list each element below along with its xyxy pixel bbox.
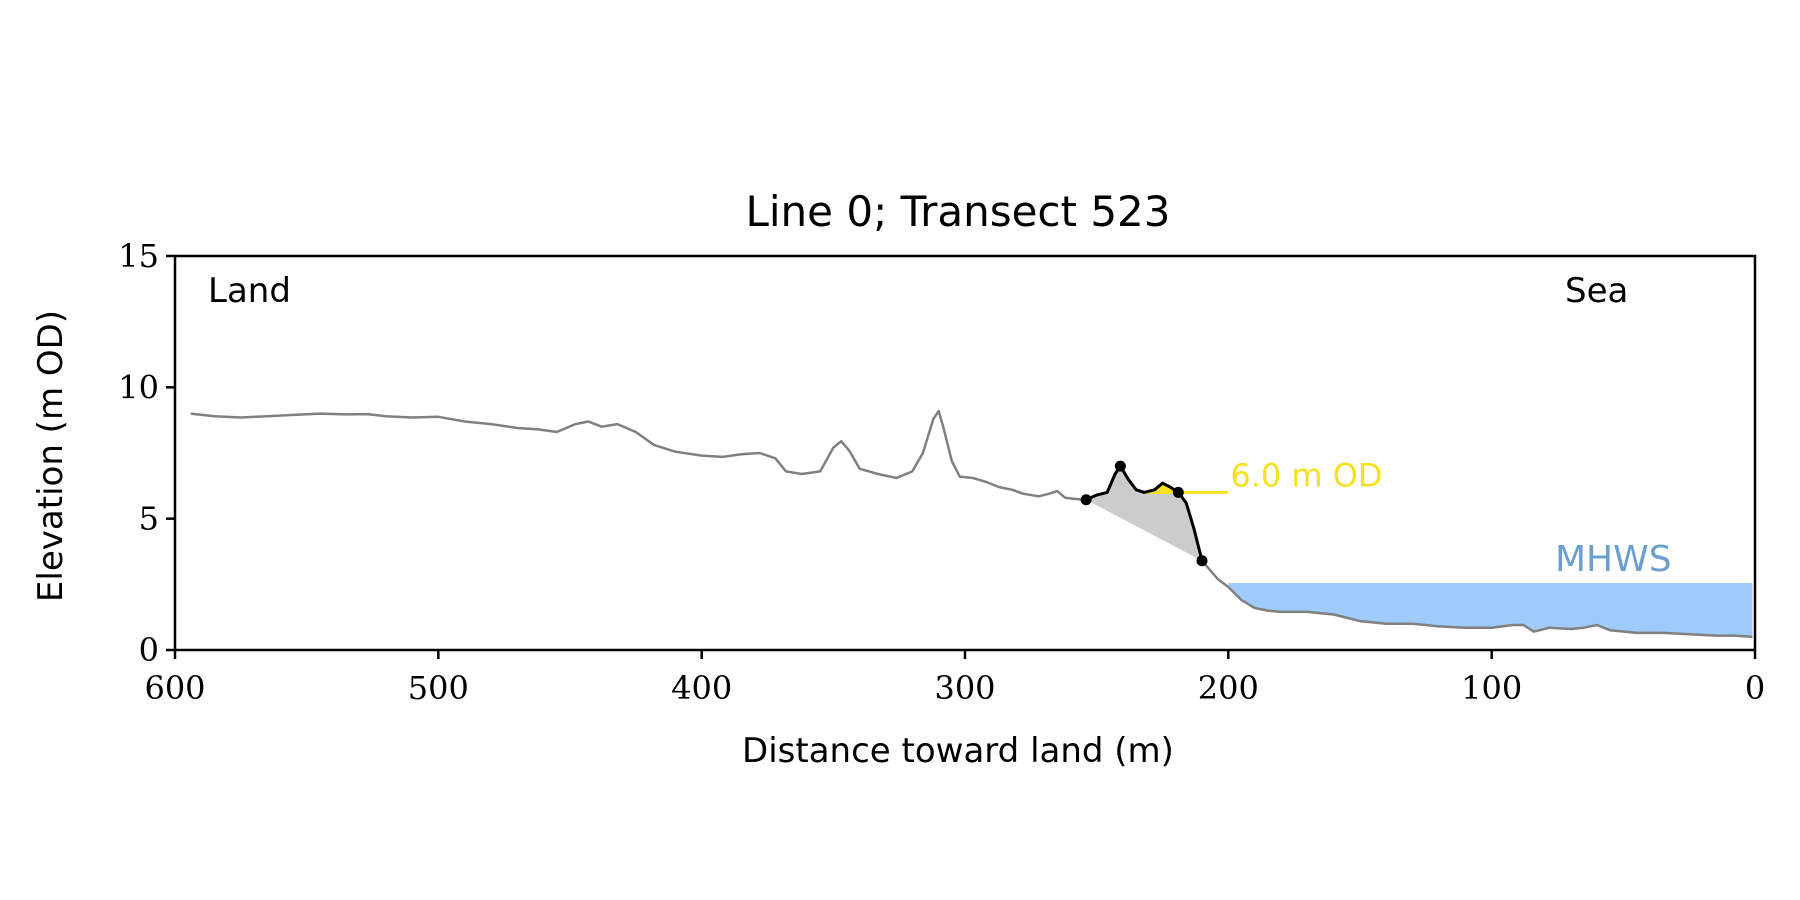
mhws-water-fill bbox=[1228, 583, 1753, 637]
x-tick-label: 500 bbox=[408, 669, 469, 707]
y-tick-label: 15 bbox=[118, 237, 159, 275]
contour-label: 6.0 m OD bbox=[1230, 456, 1382, 494]
sea-annotation: Sea bbox=[1565, 271, 1628, 311]
cliff-area-fill bbox=[1086, 466, 1202, 561]
chart-title: Line 0; Transect 523 bbox=[745, 187, 1170, 236]
x-tick-label: 200 bbox=[1198, 669, 1259, 707]
cliff-line-series bbox=[1085, 464, 1204, 562]
profile-line-series bbox=[190, 409, 1753, 639]
cliff-marker-point bbox=[1196, 555, 1208, 567]
x-tick-label: 300 bbox=[934, 669, 995, 707]
x-tick-label: 0 bbox=[1745, 669, 1765, 707]
plot-frame bbox=[173, 254, 1757, 652]
x-tick-label: 600 bbox=[144, 669, 205, 707]
cliff-marker-point bbox=[1080, 494, 1092, 506]
y-tick-label: 0 bbox=[139, 631, 159, 669]
x-axis-label: Distance toward land (m) bbox=[742, 731, 1174, 771]
mhws-label: MHWS bbox=[1555, 539, 1672, 580]
cliff-marker-point bbox=[1172, 486, 1184, 498]
x-tick-label: 400 bbox=[671, 669, 732, 707]
contour-fill bbox=[1144, 483, 1179, 493]
y-tick-label: 10 bbox=[118, 368, 159, 406]
y-axis-label: Elevation (m OD) bbox=[31, 310, 71, 602]
y-tick-label: 5 bbox=[139, 500, 159, 538]
x-tick-label: 100 bbox=[1461, 669, 1522, 707]
land-annotation: Land bbox=[208, 271, 291, 311]
cliff-marker-point bbox=[1114, 460, 1126, 472]
